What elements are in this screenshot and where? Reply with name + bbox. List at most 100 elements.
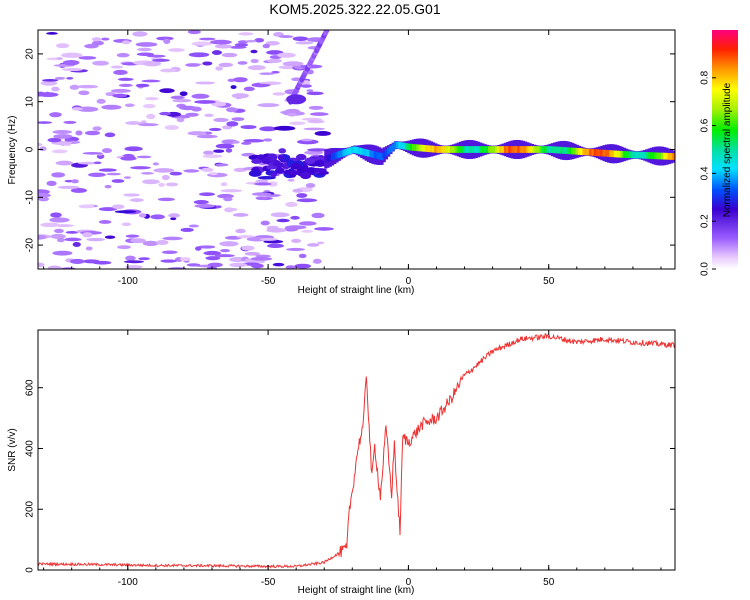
- noise-cell: [117, 245, 131, 250]
- noise-cell: [271, 70, 280, 74]
- noise-cell: [306, 89, 314, 93]
- noise-cell: [52, 250, 73, 256]
- noise-cell: [117, 77, 134, 81]
- carrier-cell: [524, 146, 528, 153]
- carrier-cell: [339, 150, 344, 158]
- noise-cell: [135, 42, 158, 47]
- chart-title: KOM5.2025.322.22.05.G01: [269, 1, 440, 17]
- noise-cell: [221, 125, 233, 130]
- noise-cell: [257, 103, 280, 108]
- noise-cell: [104, 184, 112, 189]
- snr-ytick-label: 400: [25, 440, 36, 457]
- carrier-cell: [616, 150, 620, 158]
- carrier-cell: [604, 149, 609, 157]
- carrier-cell: [526, 146, 530, 153]
- carrier-cell: [391, 143, 395, 151]
- noise-cell: [314, 131, 331, 136]
- noise-cell: [311, 212, 325, 219]
- noise-cell: [204, 113, 214, 118]
- noise-cell: [259, 237, 279, 241]
- noise-cell: [259, 126, 277, 132]
- carrier-cell: [445, 146, 449, 153]
- carrier-cell: [586, 148, 591, 156]
- carrier-cell: [564, 147, 568, 154]
- noise-cell: [56, 43, 70, 49]
- noise-cell: [101, 148, 113, 154]
- noise-cell: [125, 265, 143, 269]
- noise-cell: [38, 262, 45, 268]
- carrier-cell: [519, 146, 523, 153]
- carrier-cell: [467, 146, 472, 153]
- carrier-cell: [348, 147, 353, 154]
- noise-cell: [96, 98, 106, 104]
- noise-cell: [82, 232, 93, 238]
- branch-cluster: [286, 94, 307, 105]
- noise-cell: [301, 229, 314, 233]
- carrier-cell: [638, 151, 642, 159]
- carrier-cell: [438, 146, 442, 153]
- noise-cell: [317, 241, 325, 245]
- noise-cell: [254, 38, 265, 43]
- noise-cell: [84, 43, 99, 49]
- noise-cell: [57, 185, 80, 190]
- noise-cell: [198, 37, 216, 41]
- noise-cell: [273, 125, 296, 131]
- noise-cell: [220, 182, 228, 187]
- carrier-cell: [620, 151, 624, 158]
- carrier-cell: [443, 146, 447, 153]
- noise-cell: [51, 86, 60, 92]
- noise-cell: [208, 127, 222, 132]
- noise-cell: [84, 130, 101, 136]
- noise-cell: [306, 91, 324, 96]
- noise-cell: [267, 181, 278, 187]
- noise-cell: [123, 176, 132, 179]
- noise-cell: [191, 93, 210, 99]
- noise-cell: [272, 92, 286, 96]
- carrier-cell: [537, 146, 541, 153]
- noise-cell: [49, 217, 70, 223]
- noise-cell: [238, 32, 254, 36]
- noise-cell: [132, 31, 148, 37]
- noise-cell: [169, 171, 183, 176]
- carrier-cell: [411, 144, 415, 151]
- noise-cell: [165, 182, 179, 187]
- carrier-cell: [654, 152, 658, 160]
- carrier-cell: [398, 142, 402, 149]
- noise-cell: [224, 207, 235, 213]
- noise-cell: [52, 129, 73, 134]
- noise-cell: [296, 193, 308, 198]
- carrier-cell: [360, 148, 364, 155]
- carrier-cell: [546, 146, 550, 153]
- noise-cell: [232, 140, 240, 144]
- spectrogram-xtick-label: -50: [261, 276, 276, 287]
- noise-cell: [38, 234, 47, 240]
- noise-cell: [180, 227, 194, 232]
- noise-cell: [244, 251, 261, 256]
- noise-cell: [38, 91, 46, 97]
- carrier-cell: [465, 146, 469, 153]
- carrier-cell: [651, 152, 656, 160]
- noise-cell: [286, 247, 306, 252]
- noise-cell: [215, 143, 235, 149]
- carrier-cell: [541, 146, 546, 153]
- carrier-cell: [346, 148, 350, 155]
- noise-cell: [221, 52, 238, 58]
- noise-cell: [137, 47, 152, 52]
- noise-cell: [213, 117, 229, 123]
- noise-cell: [272, 262, 285, 267]
- carrier-cell: [618, 150, 622, 158]
- noise-cell: [56, 237, 65, 243]
- noise-cell: [266, 227, 287, 233]
- noise-cell: [64, 138, 73, 142]
- snr-ylabel: SNR (v/v): [7, 428, 18, 471]
- noise-cell: [262, 43, 271, 49]
- onset-cell: [304, 167, 318, 174]
- carrier-cell: [382, 151, 386, 159]
- carrier-cell: [384, 149, 389, 157]
- carrier-cell: [490, 146, 494, 153]
- carrier-cell: [326, 154, 330, 162]
- carrier-cell: [418, 144, 422, 152]
- carrier-cell: [582, 148, 586, 156]
- carrier-cell: [481, 146, 485, 153]
